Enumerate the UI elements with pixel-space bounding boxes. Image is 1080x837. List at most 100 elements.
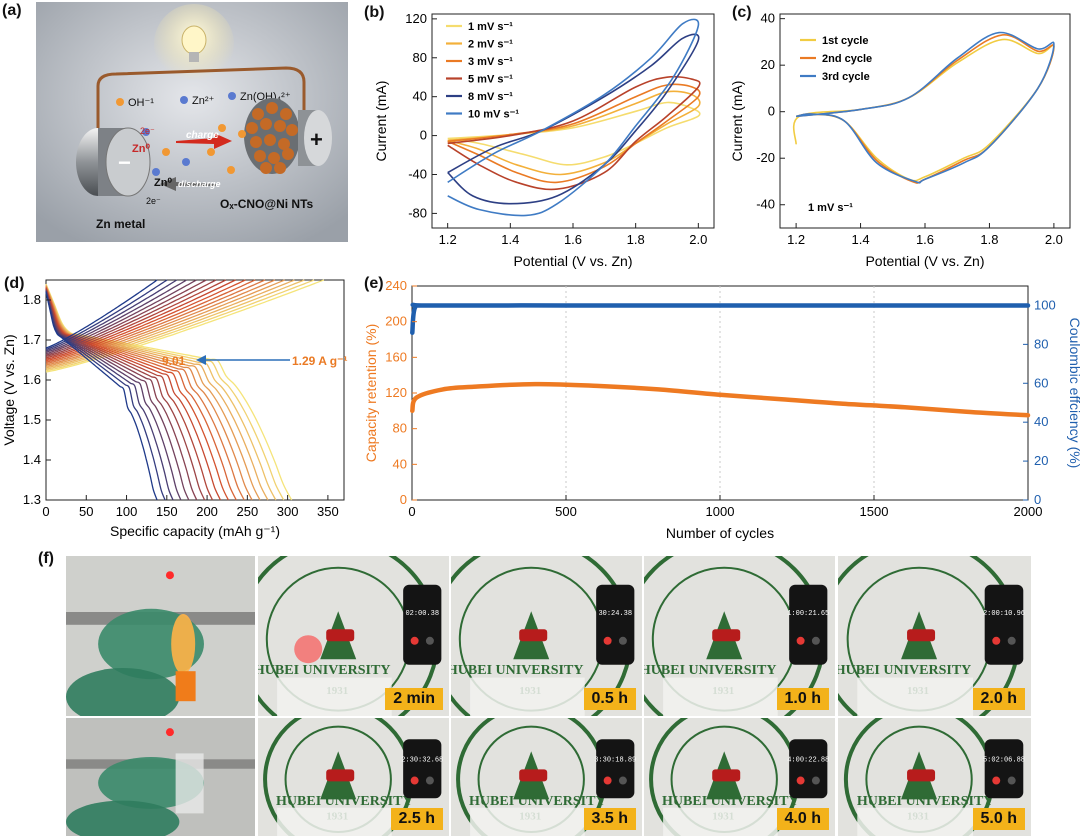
rate-annotation: 9.01 1.29 A g⁻¹ (162, 354, 347, 368)
stop-button-icon (992, 636, 1001, 645)
cv-curve-6 (447, 18, 700, 217)
panel-label-d: (d) (4, 275, 25, 292)
y-tick-label: 1.6 (23, 372, 41, 387)
photo-illustration: HUBEI UNIVERSITY19315:02:06.88 (838, 718, 1031, 836)
photo-illustration (66, 718, 255, 836)
phone-timer-text: 2:30:32.68 (401, 757, 443, 765)
pouch-cells (663, 807, 778, 836)
x-axis-title: Specific capacity (mAh g⁻¹) (110, 523, 280, 539)
phone-timer (596, 584, 635, 665)
y-tick-label: 1.4 (23, 452, 41, 467)
demo-photo: HUBEI UNIVERSITY193130:24.380.5 h (451, 556, 642, 716)
demo-photo: HUBEI UNIVERSITY19315:02:06.885.0 h (838, 718, 1031, 836)
x-tick-label: 200 (196, 504, 218, 519)
demo-photo (66, 718, 255, 836)
legend-label: 10 mV s⁻¹ (468, 109, 519, 121)
x-tick-label: 500 (555, 504, 577, 519)
demo-photo (66, 556, 255, 716)
pouch-cells (277, 677, 392, 716)
y-tick-label: 40 (761, 11, 775, 26)
electron-label-bottom: 2e⁻ (146, 196, 161, 206)
x-tick-label: 2000 (1014, 504, 1043, 519)
y-tick-label: 1.5 (23, 412, 41, 427)
seal-text: HUBEI UNIVERSITY (662, 794, 799, 809)
y-tick-label: 120 (405, 11, 427, 26)
phone-timer (403, 739, 442, 799)
zn-anode: − (76, 127, 151, 197)
seal-text: HUBEI UNIVERSITY (258, 663, 390, 678)
cycling-series-1 (410, 381, 1031, 418)
demo-photo: HUBEI UNIVERSITY19314:00:22.884.0 h (644, 718, 835, 836)
x-tick-label: 1.4 (501, 232, 519, 247)
lap-button-icon (618, 636, 627, 645)
y-tick-label: -40 (408, 167, 427, 182)
discharge-curve-13 (45, 289, 198, 501)
cycle-curve-3 (795, 31, 1055, 184)
x-tick-label: 1.2 (439, 232, 457, 247)
lap-button-icon (425, 636, 434, 645)
phone-timer-text: 30:24.38 (598, 610, 632, 618)
x-tick-label: 1.6 (916, 232, 934, 247)
ion-label-zn: Zn²⁺ (192, 95, 215, 107)
phone-timer-text: 2:00:10.96 (983, 610, 1025, 618)
y-tick-label: 80 (413, 50, 427, 65)
toy-car (519, 629, 548, 642)
phone-timer-text: 02:00.38 (405, 610, 439, 618)
x-tick-label: 1000 (706, 504, 735, 519)
led-icon (165, 571, 174, 580)
stop-button-icon (992, 776, 1001, 785)
charge-label: charge (186, 130, 219, 141)
circuit-wire (96, 66, 306, 152)
pouch-cell (175, 753, 204, 814)
x-tick-label: 250 (236, 504, 258, 519)
scan-rate-annotation: 1 mV s⁻¹ (808, 202, 853, 214)
demo-photo: HUBEI UNIVERSITY193102:00.382 min (258, 556, 449, 716)
pouch-cells (663, 677, 778, 716)
chart-gcd: 0 50 100 150 200 250 300 3501.31.41.51.61.71.8 … (1, 279, 347, 539)
y-tick-label-left: 0 (400, 492, 407, 507)
seal-text: HUBEI UNIVERSITY (469, 794, 606, 809)
gloved-hand (66, 800, 180, 836)
led-glow (294, 635, 323, 664)
x-axis-title: Potential (V vs. Zn) (513, 253, 632, 269)
electron-label-top: 2e⁻ (140, 126, 155, 136)
toy-car (712, 769, 741, 782)
elapsed-time-badge: 2.0 h (972, 688, 1025, 710)
x-tick-label: 2.0 (1045, 232, 1063, 247)
y-axis-title: Current (mA) (729, 81, 745, 162)
lap-button-icon (425, 776, 434, 785)
x-tick-label: 350 (317, 504, 339, 519)
panel-label-f: (f) (38, 550, 54, 567)
elapsed-time-badge: 2.5 h (390, 808, 443, 830)
lap-button-icon (1007, 776, 1016, 785)
x-tick-label: 0 (42, 504, 49, 519)
pouch-cells (857, 807, 974, 836)
stop-button-icon (796, 776, 805, 785)
x-tick-label: 1.2 (787, 232, 805, 247)
y-tick-label-right: 100 (1034, 297, 1056, 312)
legend-label: 1st cycle (822, 35, 868, 47)
plus-sign: + (310, 127, 323, 152)
discharge-curve-7 (45, 286, 245, 501)
photo-illustration: HUBEI UNIVERSITY193130:24.38 (451, 556, 642, 716)
y-tick-label: 1.3 (23, 492, 41, 507)
electrolyte-ions (142, 124, 246, 176)
toy-car (326, 629, 355, 642)
elapsed-time-badge: 1.0 h (776, 688, 829, 710)
legend-label: 5 mV s⁻¹ (468, 74, 513, 86)
cv-curve-2 (447, 90, 701, 176)
phone-timer-text: 1:00:21.65 (787, 610, 829, 618)
minus-sign: − (118, 150, 131, 175)
flame-icon (171, 614, 196, 674)
y-tick-label-right: 40 (1034, 414, 1048, 429)
cathode-nanotubes: + (244, 98, 332, 174)
x-tick-label: 1.6 (564, 232, 582, 247)
cv-curve-1 (447, 101, 701, 166)
legend-label: 2 mV s⁻¹ (468, 39, 513, 51)
light-bulb-icon (181, 25, 207, 55)
elapsed-time-badge: 0.5 h (583, 688, 636, 710)
x-tick-label: 1.8 (627, 232, 645, 247)
lap-button-icon (1007, 636, 1016, 645)
toy-car (519, 769, 548, 782)
x-tick-label: 0 (408, 504, 415, 519)
